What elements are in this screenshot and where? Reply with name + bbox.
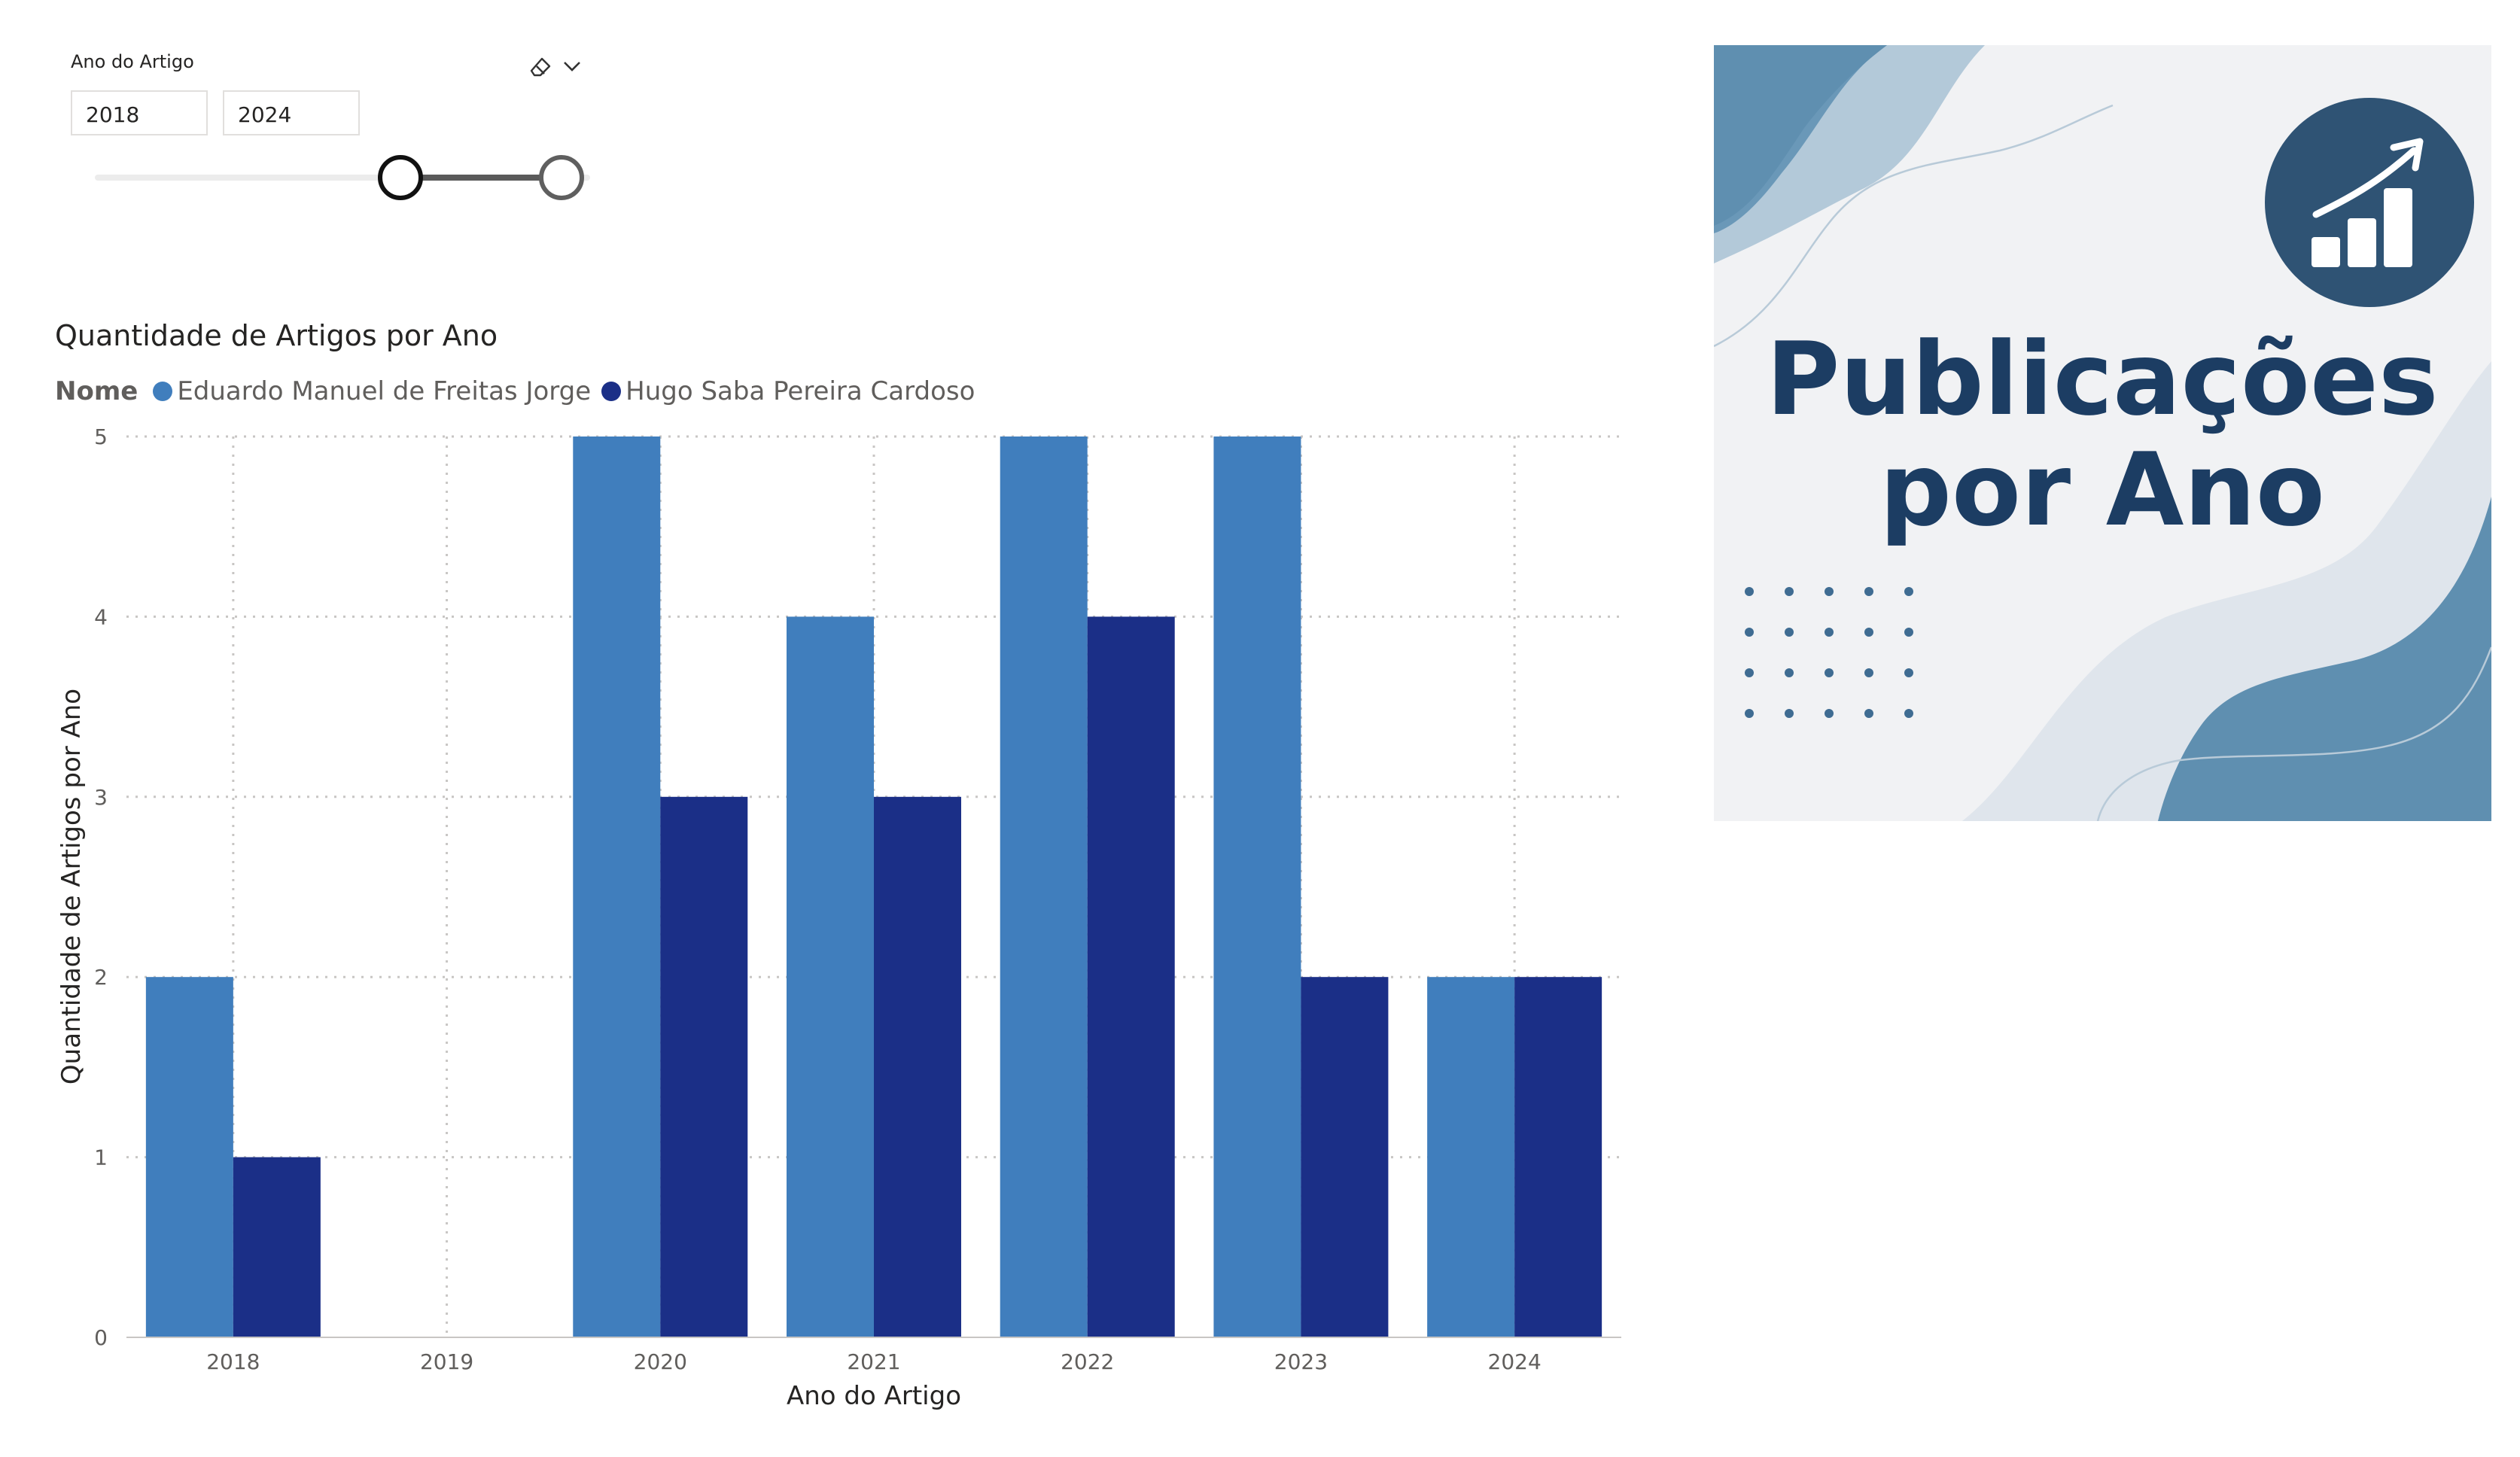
bar-hugo-2020[interactable]	[660, 796, 748, 1337]
dot-pattern	[1745, 587, 1913, 718]
y-tick-label: 1	[94, 1145, 108, 1170]
x-tick-label: 2021	[847, 1349, 900, 1374]
x-tick-label: 2022	[1061, 1349, 1114, 1374]
slicer-max-input[interactable]: 2024	[223, 90, 360, 135]
bar-hugo-2018[interactable]	[233, 1157, 321, 1337]
x-tick-label: 2024	[1488, 1349, 1542, 1374]
bar-eduardo-2022[interactable]	[1000, 436, 1088, 1337]
bar-hugo-2023[interactable]	[1301, 977, 1389, 1337]
slicer-min-handle[interactable]	[378, 155, 423, 200]
y-tick-label: 3	[94, 785, 108, 810]
dot	[1825, 587, 1834, 596]
y-tick-label: 4	[94, 604, 108, 629]
dot	[1825, 668, 1834, 677]
slicer-track[interactable]	[95, 175, 590, 181]
bar-eduardo-2024[interactable]	[1427, 977, 1515, 1337]
y-tick-label: 2	[94, 965, 108, 990]
x-tick-label: 2019	[420, 1349, 473, 1374]
bar-eduardo-2020[interactable]	[573, 436, 661, 1337]
bar-eduardo-2023[interactable]	[1213, 436, 1301, 1337]
dot	[1745, 587, 1754, 596]
dot	[1745, 709, 1754, 718]
bar-eduardo-2018[interactable]	[145, 977, 233, 1337]
dot	[1785, 587, 1794, 596]
chevron-down-icon[interactable]	[558, 51, 586, 81]
dot	[1825, 709, 1834, 718]
banner-title-line1: Publicações	[1766, 321, 2438, 438]
dot	[1864, 628, 1873, 637]
eraser-icon[interactable]	[525, 51, 555, 81]
legend-item-eduardo[interactable]: Eduardo Manuel de Freitas Jorge	[153, 376, 591, 406]
dot	[1745, 628, 1754, 637]
dot	[1904, 587, 1913, 596]
dot	[1785, 668, 1794, 677]
dot	[1785, 709, 1794, 718]
dot	[1864, 587, 1873, 596]
bar-hugo-2024[interactable]	[1514, 977, 1602, 1337]
legend-label: Hugo Saba Pereira Cardoso	[625, 376, 975, 406]
bar-hugo-2021[interactable]	[874, 796, 961, 1337]
y-tick-label: 0	[94, 1325, 108, 1350]
x-tick-label: 2020	[634, 1349, 687, 1374]
banner-title-line2: por Ano	[1879, 431, 2325, 549]
x-tick-label: 2023	[1274, 1349, 1328, 1374]
legend-swatch	[153, 382, 173, 401]
dot	[1825, 628, 1834, 637]
bars-layer	[145, 436, 1602, 1337]
dot	[1904, 709, 1913, 718]
chart-growth-icon	[2265, 98, 2474, 307]
x-tick-label: 2018	[206, 1349, 260, 1374]
dot	[1864, 668, 1873, 677]
bar-eduardo-2021[interactable]	[787, 616, 874, 1337]
year-range-slicer: Ano do Artigo 2018 2024	[69, 51, 596, 217]
bar-chart: 0 1 2 3 4 5 2018 2019 2020 2021 2022 2023 2024 Ano do…	[56, 424, 1621, 1411]
dot	[1864, 709, 1873, 718]
dot	[1785, 628, 1794, 637]
legend-swatch	[601, 382, 622, 401]
chart-title: Quantidade de Artigos por Ano	[55, 319, 498, 352]
x-axis-title: Ano do Artigo	[787, 1381, 961, 1411]
legend-label: Eduardo Manuel de Freitas Jorge	[177, 376, 592, 406]
slicer-title: Ano do Artigo	[71, 51, 194, 72]
legend-item-hugo[interactable]: Hugo Saba Pereira Cardoso	[601, 376, 975, 406]
dot	[1904, 668, 1913, 677]
axis-layer: 0 1 2 3 4 5 2018 2019 2020 2021 2022 2023 2024 Ano do…	[56, 424, 1621, 1411]
legend-title: Nome	[55, 376, 138, 406]
bar-hugo-2022[interactable]	[1087, 616, 1175, 1337]
slicer-selected-range	[400, 175, 562, 181]
slicer-max-handle[interactable]	[539, 155, 584, 200]
chart-legend: Nome Eduardo Manuel de Freitas Jorge Hug…	[55, 376, 985, 406]
banner-image: Publicações por Ano	[1714, 45, 2491, 821]
y-axis-title: Quantidade de Artigos por Ano	[56, 689, 87, 1084]
dot	[1904, 628, 1913, 637]
dot	[1745, 668, 1754, 677]
slicer-min-input[interactable]: 2018	[71, 90, 208, 135]
y-tick-label: 5	[94, 424, 108, 449]
